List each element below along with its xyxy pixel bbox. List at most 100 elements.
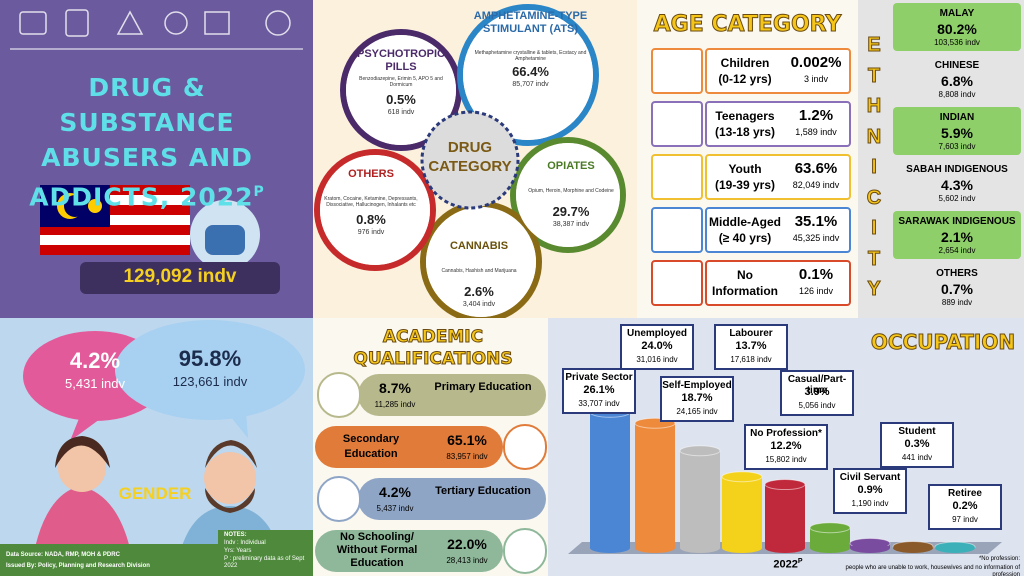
age-label: Middle-Aged	[709, 215, 781, 229]
note: Yrs: Years	[224, 548, 252, 554]
count-label: 441 indv	[901, 453, 933, 462]
note: P : preliminary data as of Sept 2022	[224, 556, 305, 569]
bar-base	[680, 543, 720, 553]
bar	[635, 423, 675, 548]
ethnicity-percent: 80.2%	[937, 21, 977, 37]
value-label: 0.9%	[857, 484, 883, 496]
age-count: 45,325 indv	[792, 233, 840, 243]
age-range: (19-39 yrs)	[714, 178, 776, 192]
ethnicity-row	[893, 211, 1021, 259]
drug-percent: 66.4%	[512, 64, 549, 79]
category-label: Retiree	[948, 488, 982, 499]
ethnicity-label: SABAH INDIGENOUS	[906, 164, 1008, 175]
age-panel: AGE CATEGORY Children (0-12 yrs) 0.002% 3 in…	[637, 0, 858, 318]
academic-percent: 8.7%	[379, 380, 411, 396]
bar-base	[635, 543, 675, 553]
count-label: 24,165 indv	[676, 407, 718, 416]
bar-base	[810, 543, 850, 553]
x-axis-label: 2022P	[773, 558, 803, 571]
bar-top	[679, 445, 721, 457]
ethnicity-label: MALAY	[939, 8, 975, 19]
academic-row	[358, 478, 546, 520]
category-label: Unemployed	[626, 328, 687, 339]
age-row	[705, 207, 851, 253]
bar	[810, 527, 850, 548]
category-label: No Profession*	[750, 428, 822, 439]
category-label: Self-Employed	[662, 380, 732, 391]
ethnicity-label: CHINESE	[934, 60, 980, 71]
age-percent: 63.6%	[794, 160, 838, 177]
bar-base	[850, 543, 890, 553]
age-label: Teenagers	[715, 109, 775, 123]
notes-title: NOTES:	[224, 532, 247, 538]
age-icon	[651, 48, 703, 94]
value-label: 0.2%	[952, 500, 978, 512]
bar-top	[764, 479, 806, 491]
category-label: Civil Servant	[839, 472, 901, 483]
value-label: 12.2%	[770, 440, 802, 452]
age-percent: 0.1%	[798, 266, 834, 283]
bar-top	[721, 471, 763, 483]
title-superscript: P	[253, 184, 265, 200]
ethnicity-count: 2,654 indv	[938, 246, 976, 255]
decor	[314, 4, 626, 318]
bar-label-box: Self-Employed 18.7% 24,165 indv	[660, 376, 734, 422]
age-label: Children	[720, 56, 770, 70]
category-label: Casual/Part-time	[787, 374, 847, 396]
bar	[765, 484, 805, 548]
bar-base	[722, 543, 762, 553]
drug-name: OTHERS	[348, 168, 394, 180]
drug-count: 976 indv	[357, 229, 385, 236]
drug-name: AMPHETAMINE-TYPE STIMULANT (ATS)	[473, 10, 588, 35]
drug-percent: 0.8%	[356, 212, 386, 227]
ethnicity-count: 7,603 indv	[938, 142, 976, 151]
drug-detail: Cannabis, Hashish and Marijuana	[441, 268, 517, 274]
age-count: 126 indv	[798, 286, 834, 296]
age-count: 3 indv	[803, 74, 829, 84]
age-row	[705, 101, 851, 147]
academic-percent: 22.0%	[447, 536, 487, 552]
male-count: 123,661 indv	[172, 374, 248, 389]
academic-percent: 65.1%	[447, 432, 487, 448]
academic-icon	[503, 528, 547, 574]
ethnicity-percent: 4.3%	[941, 177, 973, 193]
age-row	[705, 48, 851, 94]
bar	[722, 476, 762, 548]
main-title: DRUG & SUBSTANCE ABUSERS AND ADDICTS, 20…	[29, 73, 265, 212]
data-source: Data Source: NADA, RMP, MOH & PDRC	[6, 552, 120, 558]
occupation-panel: OCCUPATION Private Sector 26.1% 33,707 indv…	[548, 318, 1024, 576]
category-label: Student	[898, 426, 936, 437]
x-label-superscript: P	[797, 558, 803, 565]
drug-count: 38,387 indv	[552, 221, 590, 228]
bar-label-box: Labourer 13.7% 17,618 indv	[714, 324, 788, 370]
bar-label-box: Private Sector 26.1% 33,707 indv	[562, 368, 636, 414]
bar-top	[809, 522, 851, 534]
bar-label-box: Student 0.3% 441 indv	[880, 422, 954, 468]
age-range: (≥ 40 yrs)	[718, 231, 772, 245]
value-label: 24.0%	[641, 340, 673, 352]
age-row	[705, 154, 851, 200]
bar-base	[590, 543, 630, 553]
drug-count: 85,707 indv	[512, 81, 549, 88]
issued-by: Issued By: Policy, Planning and Research…	[6, 563, 150, 569]
age-percent: 1.2%	[798, 107, 834, 124]
count-label: 5,056 indv	[798, 401, 836, 410]
drug-percent: 2.6%	[464, 284, 494, 299]
count-label: 97 indv	[952, 515, 978, 524]
age-row	[705, 260, 851, 306]
drug-detail: Methaphetamine crystalline & tablets, Ec…	[474, 50, 587, 62]
bar-label-box: Civil Servant 0.9% 1,190 indv	[833, 468, 907, 514]
academic-title: ACADEMIC QUALIFICATIONS	[353, 327, 513, 370]
bar-base	[935, 543, 975, 553]
drug-detail: Benzodiazepine, Erimin 5, APO 5 and Dorm…	[359, 76, 443, 88]
footnote: *No profession:	[978, 556, 1020, 562]
academic-row	[315, 530, 503, 572]
value-label: 13.7%	[735, 340, 767, 352]
ethnicity-count: 103,536 indv	[934, 38, 980, 47]
value-label: 26.1%	[583, 384, 615, 396]
age-icon	[651, 154, 703, 200]
academic-icon	[503, 424, 547, 470]
gender-panel: 4.2% 5,431 indv 95.8% 123,661 indv GENDER Dat…	[0, 318, 313, 576]
age-range: Information	[712, 284, 778, 298]
academic-percent: 4.2%	[379, 484, 411, 500]
